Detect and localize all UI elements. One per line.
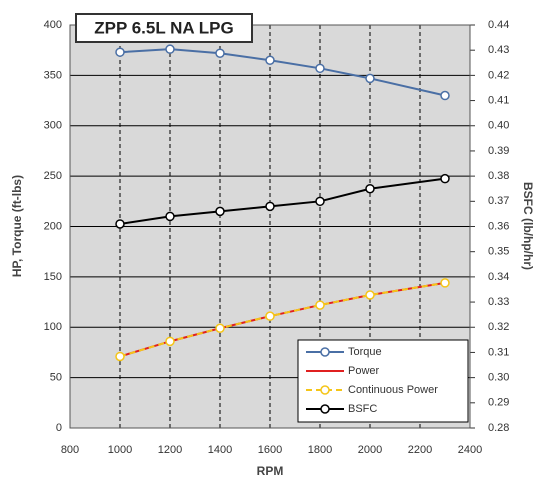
y2-tick-label: 0.31	[488, 346, 509, 358]
legend-label: Power	[348, 365, 380, 377]
y2-tick-label: 0.41	[488, 94, 509, 106]
x-tick-label: 1200	[158, 444, 182, 456]
y2-tick-label: 0.42	[488, 69, 509, 81]
x-axis-title: RPM	[257, 464, 284, 478]
y-tick-label: 250	[44, 170, 62, 182]
y2-tick-label: 0.32	[488, 321, 509, 333]
data-point	[365, 183, 375, 194]
data-point	[115, 219, 125, 229]
y-tick-label: 0	[56, 422, 62, 434]
y-tick-label: 150	[44, 271, 62, 283]
chart-title: ZPP 6.5L NA LPG	[94, 18, 234, 37]
data-point	[215, 48, 225, 58]
y2-tick-label: 0.35	[488, 246, 509, 258]
legend-marker	[320, 347, 330, 357]
y2-tick-label: 0.39	[488, 145, 509, 157]
data-point	[315, 300, 325, 310]
legend-label: Continuous Power	[348, 384, 438, 396]
data-point	[315, 196, 325, 207]
y-tick-label: 350	[44, 69, 62, 81]
data-point	[165, 211, 175, 222]
legend-label: Torque	[348, 346, 382, 358]
data-point	[265, 201, 275, 212]
x-tick-label: 1800	[308, 444, 332, 456]
y2-tick-label: 0.36	[488, 220, 509, 232]
y-tick-label: 300	[44, 120, 62, 132]
legend-label: BSFC	[348, 403, 377, 415]
data-point	[365, 290, 375, 300]
y-tick-label: 50	[50, 372, 62, 384]
legend: Torque Power Continuous Power BSFC	[297, 339, 469, 423]
y2-tick-label: 0.37	[488, 195, 509, 207]
y2-tick-label: 0.33	[488, 296, 509, 308]
data-point	[115, 47, 125, 57]
y2-tick-label: 0.38	[488, 170, 509, 182]
y2-tick-label: 0.44	[488, 19, 509, 31]
x-tick-label: 1000	[108, 444, 132, 456]
y-tick-label: 100	[44, 321, 62, 333]
data-point	[165, 44, 175, 54]
y2-tick-label: 0.28	[488, 422, 509, 434]
data-point	[440, 90, 450, 101]
y2-tick-label: 0.40	[488, 120, 509, 132]
y-axis-title: HP, Torque (ft-lbs)	[10, 175, 24, 277]
y2-tick-label: 0.29	[488, 397, 509, 409]
x-tick-label: 1400	[208, 444, 232, 456]
data-point	[115, 351, 125, 362]
legend-marker	[320, 404, 330, 414]
plot-border	[69, 24, 471, 429]
data-point	[440, 173, 450, 184]
x-tick-label: 800	[61, 444, 79, 456]
y2-tick-label: 0.43	[488, 44, 509, 56]
data-point	[315, 63, 325, 74]
x-tick-label: 2000	[358, 444, 382, 456]
data-point	[265, 55, 275, 66]
x-tick-label: 2200	[408, 444, 432, 456]
data-point	[215, 323, 225, 334]
y2-tick-label: 0.30	[488, 372, 509, 384]
data-point	[215, 206, 225, 217]
x-tick-label: 1600	[258, 444, 282, 456]
data-point	[365, 73, 375, 84]
y-tick-label: 200	[44, 220, 62, 232]
y2-axis-title: BSFC (lb/hp/hr)	[521, 182, 535, 270]
data-point	[265, 311, 275, 321]
data-point	[440, 278, 450, 288]
y-tick-label: 400	[44, 19, 62, 31]
title-box	[75, 13, 253, 43]
legend-marker	[320, 385, 330, 395]
x-tick-label: 2400	[458, 444, 482, 456]
data-point	[165, 336, 175, 347]
y2-tick-label: 0.34	[488, 271, 509, 283]
